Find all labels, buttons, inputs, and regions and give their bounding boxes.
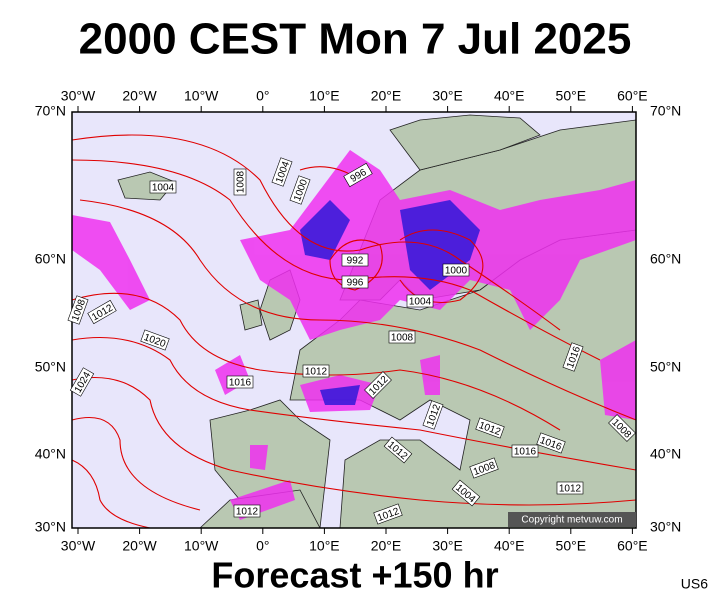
isobar-label-text: 1012 [236,507,259,518]
isobar-label-box [302,364,330,378]
isobar-label-text: 996 [347,278,364,289]
isobar-label-box [87,299,117,325]
isobar-label-box [69,367,95,397]
lon-label: 20°E [371,538,402,554]
isobar-label-text: 1004 [152,183,175,194]
lat-label: 50°N [35,359,66,375]
isobar-label-box [226,375,254,389]
isobar-label-text: 1012 [559,484,582,495]
isobar-label-text: 1004 [409,297,432,308]
isobar-label: 1016 [511,444,539,458]
lon-label: 20°W [122,538,157,554]
isobar-label-box [442,263,470,277]
isobar-label-box [511,444,539,458]
lon-label: 30°E [432,88,463,104]
lon-label: 10°W [184,538,219,554]
isobar-label-box [469,457,499,479]
lat-label: 30°N [35,519,66,535]
isobar-label-box [233,504,261,518]
isobar-label: 1012 [556,481,584,495]
copyright: Copyright metvuw.com [521,515,622,526]
lon-label: 20°W [122,88,157,104]
lon-label: 30°W [61,538,96,554]
lon-label: 0° [256,88,269,104]
isobar-label-box [289,175,311,205]
isobar-label-box [475,417,505,439]
isobar-label-text: 1008 [391,333,414,344]
isobar-label-box [149,180,177,194]
isobar-label: 1004 [406,294,434,308]
isobar-label: 1004 [149,180,177,194]
copyright-box [508,512,636,527]
lon-label: 20°E [371,88,402,104]
lon-label: 40°E [494,88,525,104]
isobar-label-box [536,432,566,454]
isobar-label-text: 1016 [229,378,252,389]
isobar-label: 1012 [233,504,261,518]
isobar-label-box [608,414,636,442]
lat-label: 60°N [35,251,66,267]
lat-label: 70°N [35,103,66,119]
isobar-label-box [140,329,170,351]
lon-label: 0° [256,538,269,554]
isobar-label-box [556,481,584,495]
lat-label: 40°N [650,446,681,462]
isobar-label-box [388,330,416,344]
isobar-label: 1012 [302,364,330,378]
isobar-label-box [343,162,373,188]
isobar-label-box [562,342,584,372]
isobar-label-text: 992 [347,256,364,267]
isobar-label-box [364,371,392,399]
isobar-label-box [341,275,369,289]
lon-label: 30°E [432,538,463,554]
isobar-label: 1016 [226,375,254,389]
lon-label: 10°E [309,88,340,104]
lat-label: 50°N [650,359,681,375]
lon-label: 30°W [61,88,96,104]
lat-label: 40°N [35,446,66,462]
isobar-label-text: 1016 [514,447,537,458]
title: 2000 CEST Mon 7 Jul 2025 [79,15,632,64]
lat-label: 70°N [650,103,681,119]
lon-label: 60°E [617,88,648,104]
isobar-label: 1000 [442,263,470,277]
lat-label: 60°N [650,251,681,267]
isobar-label-text: 1008 [236,170,247,193]
isobar-label: 1008 [388,330,416,344]
isobar-label-box [383,436,413,464]
code: US6 [681,576,708,592]
lon-label: 60°E [617,538,648,554]
isobar-label-box [271,157,293,187]
isobar-label-box [451,479,481,507]
lon-label: 10°W [184,88,219,104]
lon-label: 40°E [494,538,525,554]
isobar-label-box [67,295,89,325]
forecast: Forecast +150 hr [211,555,498,596]
isobar-label-box [406,294,434,308]
lon-label: 50°E [556,538,587,554]
lon-label: 10°E [309,538,340,554]
isobar-label-box [233,168,247,196]
isobar-label-box [373,503,403,525]
isobar-label-text: 1000 [445,266,468,277]
isobar-label: 992 [341,253,369,267]
isobar-label: 1008 [233,168,247,196]
isobar-label-text: 1012 [305,367,328,378]
lon-label: 50°E [556,88,587,104]
isobar-label: 996 [341,275,369,289]
isobar-label-box [341,253,369,267]
lat-label: 30°N [650,519,681,535]
isobar-label-box [422,400,444,430]
